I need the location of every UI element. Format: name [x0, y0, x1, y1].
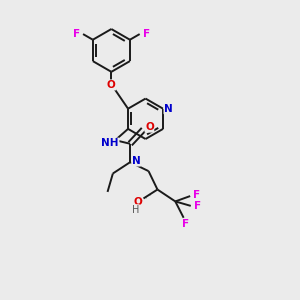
- Text: O: O: [107, 80, 116, 90]
- Text: H: H: [132, 205, 139, 215]
- Text: F: F: [143, 29, 150, 39]
- Text: F: F: [73, 29, 80, 39]
- Text: N: N: [132, 156, 140, 166]
- Text: O: O: [145, 122, 154, 132]
- Text: NH: NH: [101, 138, 119, 148]
- Text: F: F: [193, 190, 200, 200]
- Text: N: N: [164, 104, 173, 114]
- Text: F: F: [182, 219, 189, 229]
- Text: O: O: [134, 197, 142, 207]
- Text: F: F: [194, 201, 201, 211]
